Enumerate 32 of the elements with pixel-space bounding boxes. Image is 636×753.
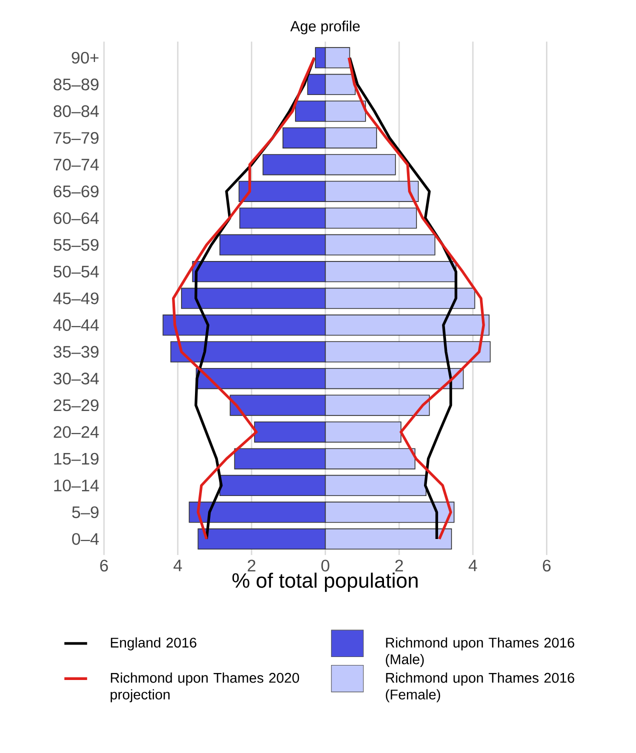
x-tick-label: 4 — [174, 560, 182, 572]
legend-label: Richmond upon Thames 2020 projection — [110, 672, 300, 702]
y-tick-label: 25–29 — [54, 399, 98, 412]
x-tick-label: 4 — [468, 560, 478, 572]
x-axis-title: % of total population — [232, 572, 418, 592]
y-tick-label: 15–19 — [54, 452, 98, 465]
x-tick-label: 6 — [100, 560, 108, 572]
y-tick-label: 80–84 — [54, 105, 99, 118]
y-tick-label: 85–89 — [54, 78, 98, 90]
y-tick-label: 20–24 — [54, 426, 99, 438]
y-tick-label: 65–69 — [54, 186, 98, 198]
y-tick-label: 50–54 — [54, 266, 99, 278]
y-tick-label: 35–39 — [54, 346, 98, 358]
x-tick-label: 2 — [395, 560, 403, 572]
y-tick-label: 0–4 — [72, 533, 99, 545]
legend-label: Richmond upon Thames 2016 (Female) — [386, 672, 574, 702]
y-tick-label: 5–9 — [72, 506, 99, 518]
legend-label: England 2016 — [110, 637, 196, 650]
y-tick-label: 30–34 — [54, 372, 99, 384]
legend-label: Richmond upon Thames 2016 (Male) — [386, 637, 574, 668]
x-tick-label: 0 — [321, 560, 330, 572]
y-tick-label: 75–79 — [54, 132, 98, 144]
y-tick-label: 55–59 — [54, 238, 98, 251]
x-tick-label: 6 — [542, 560, 551, 572]
y-tick-label: 60–64 — [54, 212, 99, 224]
y-tick-label: 90+ — [72, 52, 98, 64]
chart-title: Age profile — [290, 20, 360, 34]
y-tick-label: 70–74 — [54, 158, 99, 171]
y-tick-label: 40–44 — [53, 319, 99, 331]
y-tick-label: 45–49 — [53, 292, 98, 304]
x-tick-label: 2 — [248, 560, 256, 572]
y-tick-label: 10–14 — [54, 480, 99, 492]
